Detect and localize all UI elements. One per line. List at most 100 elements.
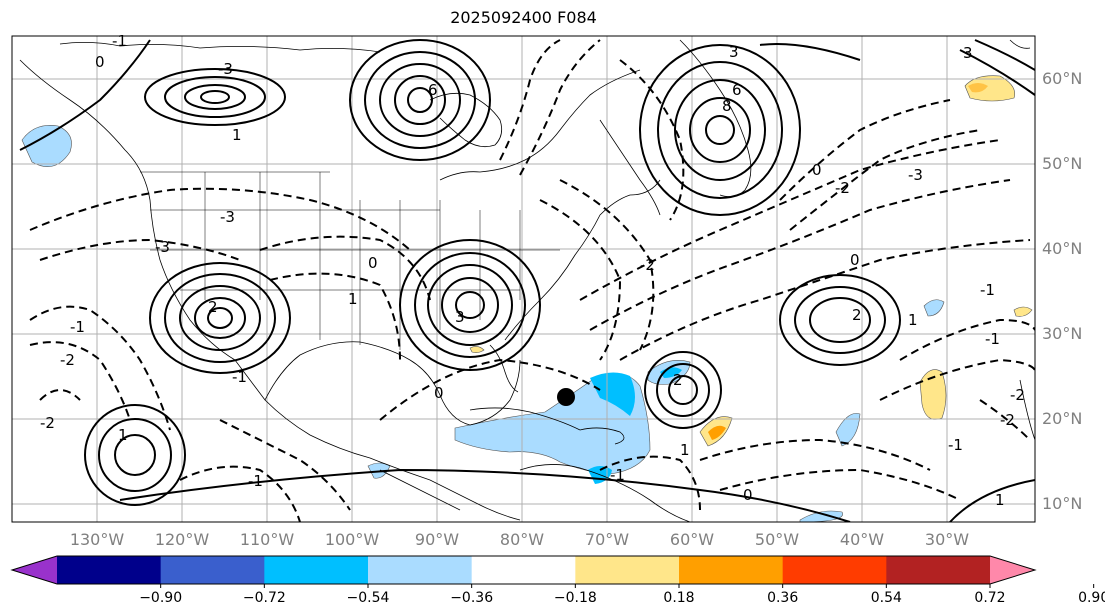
contour-label: -2 (60, 351, 75, 369)
lon-label: 60°W (670, 530, 714, 549)
contour-label: 0 (850, 251, 860, 269)
coast-hispaniola (579, 427, 625, 445)
colorbar-outline (10, 555, 1037, 585)
contour-label: 1 (995, 491, 1005, 509)
contour-label: -3 (908, 166, 923, 184)
colorbar-tick-label: 0.72 (974, 590, 1005, 606)
coast-gulf (264, 341, 521, 426)
shading-yellow-tiny (1013, 306, 1033, 317)
shading-yellow-east (919, 369, 947, 420)
contour-label: 1 (118, 426, 128, 444)
contour-label: -1 (610, 466, 625, 484)
coast-east (504, 179, 661, 341)
contour-label: 2 (208, 298, 218, 316)
coast-labrador (599, 119, 661, 216)
colorbar-tick-label: −0.36 (450, 590, 493, 606)
contour-label: -2 (1000, 411, 1015, 429)
coast-africa (1019, 379, 1035, 441)
contour-label: -1 (980, 281, 995, 299)
contour-label: -2 (1010, 386, 1025, 404)
contour-label: 0 (434, 384, 444, 402)
colorbar-swatch (886, 556, 991, 584)
shading-yellow-north (964, 75, 1015, 102)
longitude-labels: 130°W 120°W 110°W 100°W 90°W 80°W 70°W 6… (70, 530, 969, 549)
colorbar-extend-high (990, 556, 1035, 584)
colorbar-swatch (264, 556, 369, 584)
lon-label: 30°W (925, 530, 969, 549)
coast-arctic (59, 42, 381, 53)
colorbar-swatch (679, 556, 784, 584)
coast-central-america (379, 469, 461, 511)
contour-labels: -1 0 -3 1 -3 6 3 8 6 3 0 -3 -2 -3 -2 2 1… (40, 32, 1025, 509)
contour-label: 6 (428, 81, 438, 99)
contour-label: 1 (908, 311, 918, 329)
shading-light-blue-caribbean (454, 373, 651, 475)
lat-label: 20°N (1042, 409, 1082, 428)
contours-negative (29, 39, 1035, 522)
lon-label: 110°W (240, 530, 295, 549)
coast-canada (439, 69, 641, 181)
colorbar: −0.90 −0.72 −0.54 −0.36 −0.18 0.18 0.36 0.54 0.7… (10, 555, 1105, 606)
colorbar-tick-label: −0.72 (243, 590, 286, 606)
shading-light-blue-east2 (923, 299, 945, 317)
colorbar-tick-label: 0.36 (767, 590, 798, 606)
contour-label: 6 (732, 81, 742, 99)
contour-label: 3 (963, 44, 973, 62)
contours-positive (19, 39, 1035, 522)
lat-label: 50°N (1042, 154, 1082, 173)
coast-iceland (1009, 39, 1031, 49)
contour-label: 3 (455, 308, 465, 326)
contour-label: -2 (640, 256, 655, 274)
lat-label: 40°N (1042, 239, 1082, 258)
colorbar-tick-label: −0.90 (139, 590, 182, 606)
contour-label: 0 (743, 486, 753, 504)
map-frame (11, 35, 1036, 523)
colorbar-tick-label: −0.54 (347, 590, 390, 606)
contour-label: -3 (155, 238, 170, 256)
contour-label: 3 (729, 43, 739, 61)
contour-label: -3 (220, 208, 235, 226)
contour-label: 0 (95, 53, 105, 71)
colorbar-tick-label: −0.18 (554, 590, 597, 606)
map-title: 2025092400 F084 (450, 8, 597, 27)
contour-label: -1 (70, 318, 85, 336)
storm-center-marker (557, 388, 575, 406)
contour-label: 1 (232, 126, 242, 144)
colorbar-extend-low (12, 556, 57, 584)
shading-orange-north (968, 83, 988, 93)
colorbar-swatch (471, 556, 576, 584)
colorbar-swatch (57, 556, 162, 584)
contour-label: -1 (232, 368, 247, 386)
colorbar-swatch (160, 556, 265, 584)
lat-label: 60°N (1042, 69, 1082, 88)
colorbar-swatch (782, 556, 887, 584)
contour-label: 0 (812, 161, 822, 179)
colorbar-tick-label: 0.90 (1078, 590, 1105, 606)
lon-label: 130°W (70, 530, 125, 549)
contour-label: -1 (948, 436, 963, 454)
coast-hudson (429, 92, 503, 148)
latitude-labels: 60°N 50°N 40°N 30°N 20°N 10°N (1042, 69, 1082, 513)
shading-blue-caribbean (590, 372, 635, 416)
lat-label: 10°N (1042, 494, 1082, 513)
contour-label: -1 (112, 32, 127, 50)
contour-label: -2 (835, 179, 850, 197)
colorbar-swatch (368, 556, 473, 584)
lon-label: 100°W (325, 530, 380, 549)
contour-label: 2 (852, 306, 862, 324)
lon-label: 120°W (155, 530, 210, 549)
colorbar-tick-label: 0.54 (871, 590, 902, 606)
lon-label: 90°W (415, 530, 459, 549)
lon-label: 50°W (755, 530, 799, 549)
contour-label: -1 (985, 330, 1000, 348)
state-borders (140, 171, 560, 350)
lon-label: 80°W (500, 530, 544, 549)
contour-label: 0 (368, 254, 378, 272)
lon-label: 40°W (840, 530, 884, 549)
coast-cuba (469, 407, 581, 431)
contour-label: 8 (722, 97, 732, 115)
shading-light-blue-pacific (21, 125, 72, 167)
shading-orange-atlantic (708, 425, 726, 440)
coast-south-america (519, 464, 691, 522)
lon-label: 70°W (585, 530, 629, 549)
